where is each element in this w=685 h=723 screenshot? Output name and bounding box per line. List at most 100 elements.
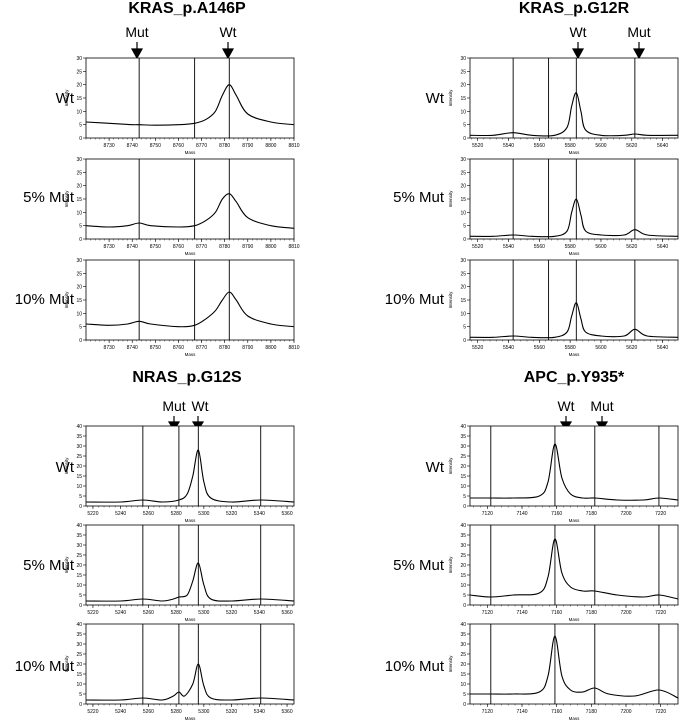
x-tick-label: 7220 <box>655 610 666 616</box>
x-tick-label: 5340 <box>254 709 265 715</box>
y-tick-label: 30 <box>460 258 466 264</box>
x-tick-label: 5560 <box>534 244 545 250</box>
y-tick-label: 0 <box>463 702 466 708</box>
x-tick-label: 5360 <box>282 610 293 616</box>
x-tick-label: 8760 <box>173 345 184 351</box>
y-tick-label: 25 <box>460 271 466 277</box>
y-tick-label: 25 <box>76 454 82 460</box>
x-tick-label: 8770 <box>196 143 207 149</box>
y-tick-label: 15 <box>460 298 466 304</box>
y-tick-label: 20 <box>460 285 466 291</box>
y-tick-label: 10 <box>460 583 466 589</box>
chart-apc-y935-wt: 0 5 10 15 20 25 30 35 40 7120 7140 7160 7180 7200 7220… <box>448 424 679 523</box>
y-tick-label: 10 <box>76 682 82 688</box>
panel-title: KRAS_p.A146P <box>128 0 246 17</box>
y-axis-label: Intensity <box>64 655 69 673</box>
y-tick-label: 20 <box>460 184 466 190</box>
x-tick-label: 7160 <box>551 709 562 715</box>
x-tick-label: 5280 <box>171 511 182 517</box>
marker-label: Mut <box>590 398 614 414</box>
y-tick-label: 25 <box>76 69 82 75</box>
x-tick-label: 5620 <box>626 244 637 250</box>
x-tick-label: 5280 <box>171 610 182 616</box>
x-tick-label: 7120 <box>482 610 493 616</box>
x-tick-label: 7160 <box>551 511 562 517</box>
chart-kras-a146p-5pct: 0 5 10 15 20 25 30 8730 8740 8750 8760 8770 8780 8790… <box>64 157 300 256</box>
x-tick-label: 8810 <box>288 345 299 351</box>
plot-frame <box>469 259 679 341</box>
y-tick-label: 40 <box>76 424 82 430</box>
x-tick-label: 5600 <box>595 143 606 149</box>
row-label: Wt <box>425 90 444 107</box>
x-tick-label: 5640 <box>657 244 668 250</box>
y-tick-label: 20 <box>460 464 466 470</box>
y-tick-label: 5 <box>463 325 466 331</box>
panel-title: KRAS_p.G12R <box>518 0 630 17</box>
y-tick-label: 10 <box>76 583 82 589</box>
x-tick-label: 5540 <box>503 345 514 351</box>
y-tick-label: 15 <box>76 96 82 102</box>
y-tick-label: 5 <box>79 593 82 599</box>
y-tick-label: 25 <box>76 170 82 176</box>
y-tick-label: 25 <box>460 454 466 460</box>
y-axis-label: Intensity <box>64 89 69 107</box>
chart-kras-g12r-10pct: 0 5 10 15 20 25 30 5520 5540 5560 5580 5600 5620 5640… <box>448 258 679 357</box>
x-tick-label: 5600 <box>595 345 606 351</box>
y-tick-label: 35 <box>460 434 466 440</box>
row-label: 10% Mut <box>384 291 444 308</box>
y-tick-label: 5 <box>463 224 466 230</box>
y-tick-label: 5 <box>463 123 466 129</box>
plot-frame <box>85 259 295 341</box>
y-tick-label: 35 <box>460 533 466 539</box>
y-tick-label: 5 <box>79 692 82 698</box>
chart-kras-g12r-5pct: 0 5 10 15 20 25 30 5520 5540 5560 5580 5600 5620 5640… <box>448 157 679 256</box>
x-tick-label: 8780 <box>219 143 230 149</box>
y-tick-label: 25 <box>460 69 466 75</box>
spectrum-line <box>470 443 679 501</box>
y-tick-label: 0 <box>79 504 82 510</box>
spectrum-line <box>469 92 679 137</box>
chart-apc-y935-10pct: 0 5 10 15 20 25 30 35 40 7120 7140 7160 7180 7200 7220… <box>448 622 679 721</box>
y-axis-label: Intensity <box>64 457 69 475</box>
plot-frame <box>469 158 679 240</box>
y-axis-label: Intensity <box>64 190 69 208</box>
y-tick-label: 40 <box>460 424 466 430</box>
y-tick-label: 5 <box>463 494 466 500</box>
panel-title: APC_p.Y935* <box>523 369 625 386</box>
x-tick-label: 5240 <box>115 610 126 616</box>
x-tick-label: 5240 <box>115 709 126 715</box>
chart-nras-g12s-wt: 0 5 10 15 20 25 30 35 40 5220 5240 5260 5280 5300 5320… <box>64 424 295 523</box>
y-tick-label: 10 <box>460 210 466 216</box>
y-tick-label: 30 <box>76 543 82 549</box>
y-tick-label: 30 <box>76 157 82 163</box>
y-tick-label: 40 <box>460 622 466 628</box>
y-axis-label: Intensity <box>448 291 453 309</box>
y-axis-label: Intensity <box>448 89 453 107</box>
y-tick-label: 0 <box>463 237 466 243</box>
x-tick-label: 5580 <box>565 345 576 351</box>
x-tick-label: 7140 <box>516 610 527 616</box>
x-axis-label: Mass <box>185 617 197 622</box>
x-tick-label: 8760 <box>173 143 184 149</box>
y-tick-label: 10 <box>460 484 466 490</box>
y-tick-label: 0 <box>79 136 82 142</box>
panel-title: NRAS_p.G12S <box>132 369 242 386</box>
y-tick-label: 40 <box>76 523 82 529</box>
y-tick-label: 10 <box>460 311 466 317</box>
plot-frame <box>85 623 295 705</box>
x-tick-label: 5600 <box>595 244 606 250</box>
x-tick-label: 5300 <box>198 610 209 616</box>
x-tick-label: 8730 <box>104 345 115 351</box>
y-tick-label: 0 <box>79 237 82 243</box>
x-tick-label: 8770 <box>196 244 207 250</box>
y-axis-label: Intensity <box>64 291 69 309</box>
x-tick-label: 8740 <box>127 244 138 250</box>
y-tick-label: 35 <box>76 434 82 440</box>
x-tick-label: 8740 <box>127 345 138 351</box>
y-tick-label: 5 <box>79 224 82 230</box>
x-tick-label: 8790 <box>242 143 253 149</box>
spectrum-line <box>469 538 679 600</box>
row-label: 5% Mut <box>23 557 74 574</box>
y-tick-label: 25 <box>76 553 82 559</box>
x-tick-label: 5360 <box>282 709 293 715</box>
